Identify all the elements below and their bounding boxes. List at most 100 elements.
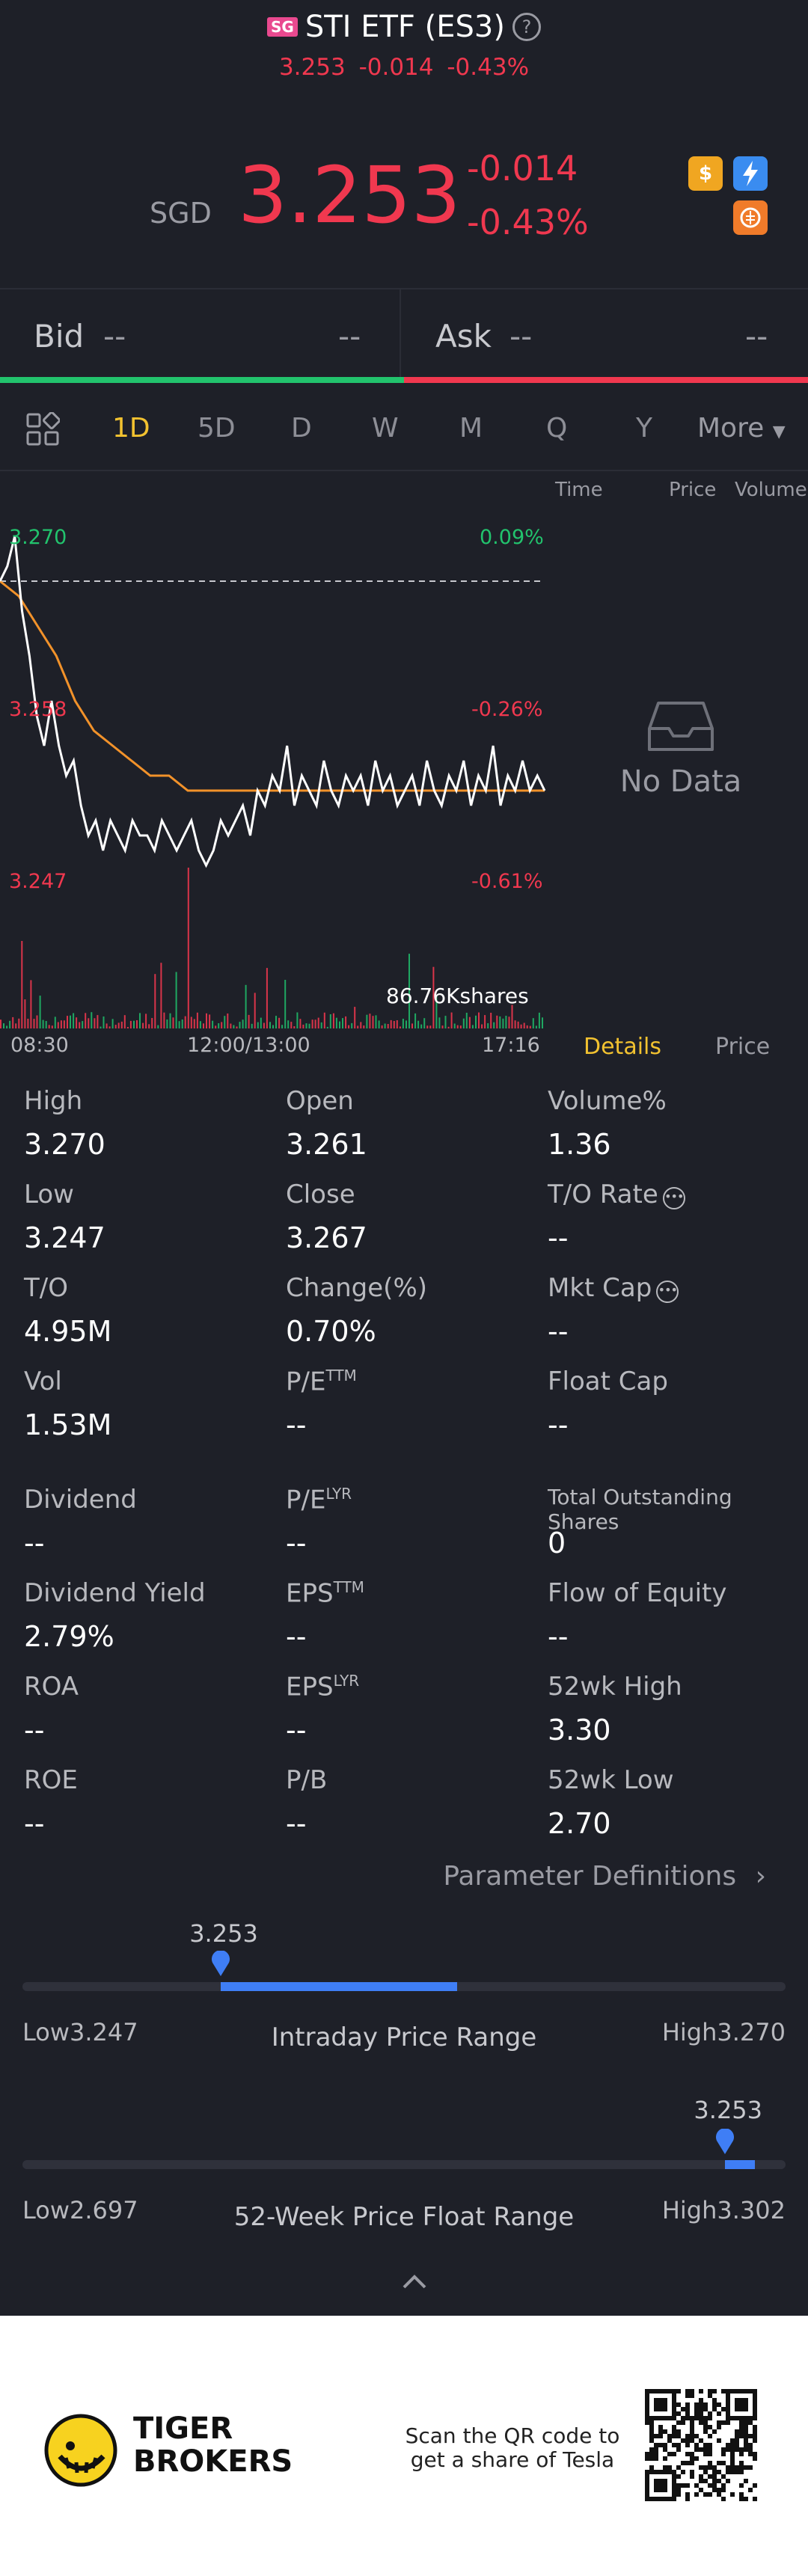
lightning-icon[interactable] bbox=[733, 156, 768, 191]
y-label-low: 3.247 bbox=[9, 870, 67, 893]
dollar-icon[interactable]: $ bbox=[688, 156, 723, 191]
change-amount: -0.014 bbox=[467, 148, 578, 188]
volume-bar bbox=[426, 1025, 429, 1028]
volume-bar bbox=[481, 1024, 483, 1028]
tab-price[interactable]: Price bbox=[715, 1034, 771, 1060]
volume-bar bbox=[314, 1019, 316, 1028]
intraday-fill bbox=[221, 1982, 458, 1991]
volume-bar bbox=[459, 1025, 462, 1028]
volume-bar bbox=[475, 1015, 477, 1028]
volume-bar bbox=[239, 1022, 241, 1028]
layout-grid-icon[interactable] bbox=[25, 412, 60, 447]
volume-bar bbox=[184, 1016, 186, 1028]
volume-bar bbox=[502, 1018, 504, 1028]
stat-label-text: Float Cap bbox=[548, 1367, 668, 1396]
volume-bar bbox=[24, 999, 26, 1028]
stat-value-change: 0.70% bbox=[286, 1315, 376, 1348]
stat-label-sup: TTM bbox=[325, 1367, 357, 1384]
volume-bar bbox=[308, 1023, 310, 1028]
more-info-icon[interactable]: ••• bbox=[656, 1281, 679, 1303]
volume-bar bbox=[120, 1021, 123, 1028]
volume-bar bbox=[190, 1016, 192, 1028]
volume-bar bbox=[33, 1019, 35, 1028]
volume-bar bbox=[157, 1025, 159, 1028]
stat-label-text: P/E bbox=[286, 1367, 326, 1397]
volume-bar bbox=[248, 1014, 250, 1028]
tab-details[interactable]: Details bbox=[584, 1034, 662, 1060]
volume-bar bbox=[169, 1013, 171, 1028]
volume-bar bbox=[293, 1026, 296, 1028]
sub-quote: 3.253 -0.014 -0.43% bbox=[0, 54, 808, 81]
brand-line1: TIGER bbox=[133, 2411, 233, 2446]
ask-side[interactable]: Ask -- -- bbox=[403, 289, 808, 379]
stat-label-52wk-low: 52wk Low bbox=[548, 1765, 674, 1795]
parameter-definitions-label: Parameter Definitions bbox=[443, 1861, 737, 1892]
volume-bar bbox=[230, 1023, 232, 1028]
tab-m[interactable]: M bbox=[459, 413, 483, 444]
volume-bar bbox=[396, 1020, 398, 1028]
volume-bar bbox=[538, 1012, 540, 1028]
volume-bar bbox=[284, 980, 287, 1028]
promo-footer: TIGER BROKERS Scan the QR code to get a … bbox=[0, 2316, 808, 2576]
parameter-definitions-link[interactable]: Parameter Definitions › bbox=[443, 1861, 766, 1892]
stat-label-52wk-high: 52wk High bbox=[548, 1672, 682, 1702]
intraday-chart[interactable] bbox=[0, 471, 554, 1032]
stat-label-float-cap: Float Cap bbox=[548, 1367, 668, 1396]
volume-bar bbox=[323, 1012, 325, 1028]
volume-bar bbox=[311, 1019, 313, 1028]
tab-y[interactable]: Y bbox=[636, 413, 652, 444]
stat-label-volume: Volume% bbox=[548, 1086, 667, 1116]
tab-w[interactable]: W bbox=[372, 413, 399, 444]
stat-label-p-b: P/B bbox=[286, 1765, 327, 1795]
stat-label-text: Dividend Yield bbox=[24, 1578, 206, 1608]
volume-bar bbox=[30, 980, 32, 1028]
volume-bar bbox=[290, 1022, 293, 1028]
volume-bar bbox=[302, 1024, 304, 1028]
average-price-line bbox=[0, 580, 545, 792]
more-info-icon[interactable]: ••• bbox=[662, 1187, 685, 1209]
volume-bar bbox=[0, 1019, 1, 1028]
stat-value-p-e-lyr: -- bbox=[286, 1527, 307, 1560]
stat-value-vol: 1.53M bbox=[24, 1408, 112, 1441]
volume-bar bbox=[187, 868, 189, 1028]
volume-bar bbox=[105, 1023, 108, 1028]
week52-range-title: 52-Week Price Float Range bbox=[233, 2202, 575, 2232]
stat-value-dividend: -- bbox=[24, 1527, 45, 1560]
volume-bar bbox=[18, 1018, 20, 1028]
question-circle-icon[interactable]: ? bbox=[512, 13, 541, 41]
scan-text-line2: get a share of Tesla bbox=[410, 2447, 615, 2472]
volume-bar bbox=[218, 1023, 220, 1028]
tab-more[interactable]: More ▼ bbox=[697, 413, 786, 444]
tab-5d[interactable]: 5D bbox=[198, 413, 236, 444]
qr-code-icon[interactable] bbox=[645, 2389, 757, 2501]
volume-bar bbox=[269, 1022, 271, 1028]
week52-high: High3.302 bbox=[661, 2196, 786, 2224]
stat-label-dividend: Dividend bbox=[24, 1485, 137, 1515]
empty-inbox-icon bbox=[648, 702, 714, 751]
volume-bar bbox=[405, 1020, 407, 1028]
volume-bar bbox=[133, 1020, 135, 1028]
volume-bar bbox=[414, 1013, 417, 1028]
brain-icon[interactable] bbox=[733, 200, 768, 235]
volume-bar bbox=[496, 1015, 498, 1028]
volume-bar bbox=[209, 1014, 211, 1028]
tab-1d[interactable]: 1D bbox=[112, 413, 150, 444]
stat-label-text: ROA bbox=[24, 1672, 79, 1702]
volume-bar bbox=[175, 972, 177, 1028]
volume-bar bbox=[354, 1007, 356, 1028]
volume-bar bbox=[151, 1018, 153, 1028]
volume-bar bbox=[6, 1025, 8, 1028]
chevron-up-icon[interactable] bbox=[401, 2272, 428, 2292]
y-label-high: 3.270 bbox=[9, 526, 67, 549]
col-time: Time bbox=[555, 479, 603, 501]
tab-d[interactable]: D bbox=[291, 413, 312, 444]
volume-bar bbox=[420, 1024, 423, 1028]
bid-side[interactable]: Bid -- -- bbox=[0, 289, 401, 379]
volume-bar bbox=[441, 1025, 444, 1028]
stat-value-volume: 1.36 bbox=[548, 1128, 611, 1161]
col-volume: Volume bbox=[735, 479, 807, 501]
tab-q[interactable]: Q bbox=[546, 413, 568, 444]
volume-bar bbox=[206, 1013, 207, 1028]
volume-bar bbox=[27, 1019, 29, 1028]
volume-bar bbox=[139, 1013, 141, 1028]
